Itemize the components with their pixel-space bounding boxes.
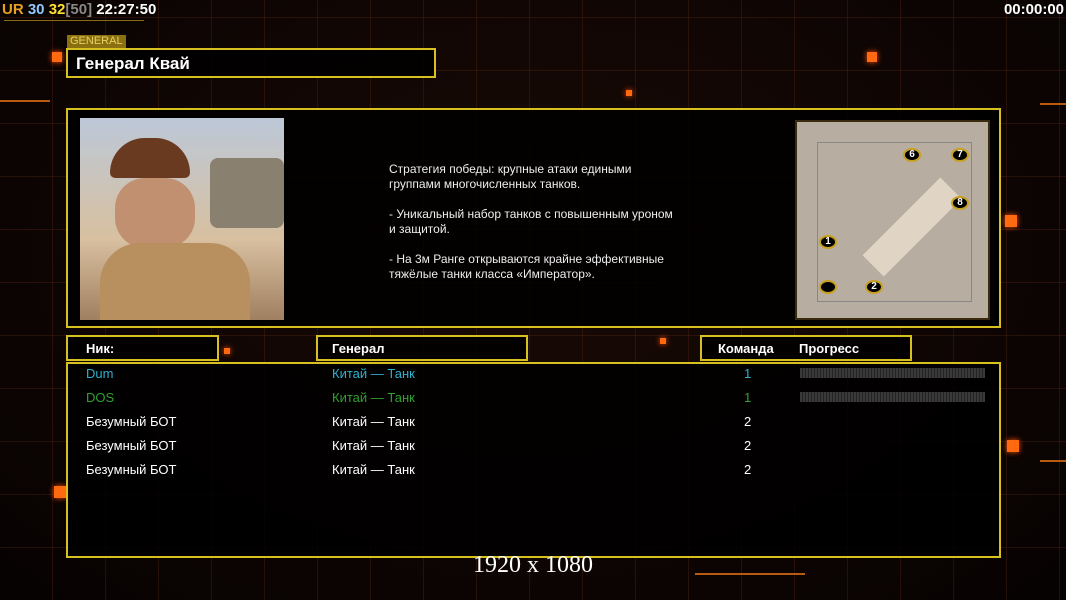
general-name-box: Генерал Квай: [66, 48, 436, 78]
start-position-marker[interactable]: 2: [865, 280, 883, 294]
player-general[interactable]: Китай — Танк: [332, 366, 415, 381]
game-timer: 00:00:00: [1003, 1, 1064, 18]
decor-square: [1007, 440, 1019, 452]
player-general[interactable]: Китай — Танк: [332, 390, 415, 405]
header-progress-label[interactable]: Прогресс: [799, 341, 860, 356]
player-team[interactable]: 1: [744, 390, 752, 405]
hud-underline: [4, 20, 144, 21]
face: [115, 178, 195, 248]
decor-square: [52, 52, 62, 62]
hud-clock: 22:27:50: [96, 1, 157, 18]
player-progress-bar: [800, 392, 985, 402]
decor-square: [54, 486, 66, 498]
player-general[interactable]: Китай — Танк: [332, 414, 415, 429]
decor-line: [695, 573, 805, 575]
general-tag: GENERAL: [67, 35, 126, 48]
decor-square: [867, 52, 877, 62]
start-position-marker[interactable]: 1: [819, 235, 837, 249]
player-team[interactable]: 2: [744, 414, 752, 429]
player-nick: Безумный БОТ: [86, 462, 177, 477]
player-general[interactable]: Китай — Танк: [332, 438, 415, 453]
start-position-marker[interactable]: 7: [951, 148, 969, 162]
player-team[interactable]: 2: [744, 438, 752, 453]
start-position-marker[interactable]: 6: [903, 148, 921, 162]
player-nick: Dum: [86, 366, 114, 381]
decor-line: [1040, 103, 1066, 105]
header-nick[interactable]: Ник:: [66, 335, 219, 361]
tank: [210, 158, 284, 228]
decor-square: [660, 338, 666, 344]
decor-line: [1040, 460, 1066, 462]
hud-ur: UR: [2, 1, 24, 18]
decor-square: [626, 90, 632, 96]
general-name: Генерал Квай: [76, 54, 190, 73]
general-description: Стратегия победы: крупные атаки едиными …: [389, 162, 673, 281]
player-general[interactable]: Китай — Танк: [332, 462, 415, 477]
resolution-label: 1920 x 1080: [473, 552, 593, 578]
header-nick-label: Ник:: [86, 341, 115, 356]
player-team[interactable]: 1: [744, 366, 752, 381]
player-nick: Безумный БОТ: [86, 438, 177, 453]
decor-square: [224, 348, 230, 354]
decor-square: [1005, 215, 1017, 227]
player-team[interactable]: 2: [744, 462, 752, 477]
uniform: [100, 243, 250, 320]
hud-value-b: 32: [48, 1, 66, 18]
hud-value-c: [50]: [65, 1, 93, 18]
header-general-label: Генерал: [332, 341, 385, 356]
player-progress-bar: [800, 368, 985, 378]
general-portrait: [80, 118, 284, 320]
decor-line: [0, 100, 50, 102]
header-general[interactable]: Генерал: [316, 335, 528, 361]
map-roads: [817, 142, 972, 302]
header-team-label[interactable]: Команда: [718, 341, 774, 356]
start-position-marker[interactable]: 8: [951, 196, 969, 210]
hud-stats: UR 30 32[50] 22:27:50: [2, 1, 156, 18]
header-team-progress: Команда Прогресс: [700, 335, 912, 361]
hud-value-a: 30: [27, 1, 45, 18]
player-nick: DOS: [86, 390, 115, 405]
map-preview: 1 2 6 7 8: [795, 120, 990, 320]
cap: [110, 138, 190, 178]
start-position-marker[interactable]: [819, 280, 837, 294]
player-nick: Безумный БОТ: [86, 414, 177, 429]
